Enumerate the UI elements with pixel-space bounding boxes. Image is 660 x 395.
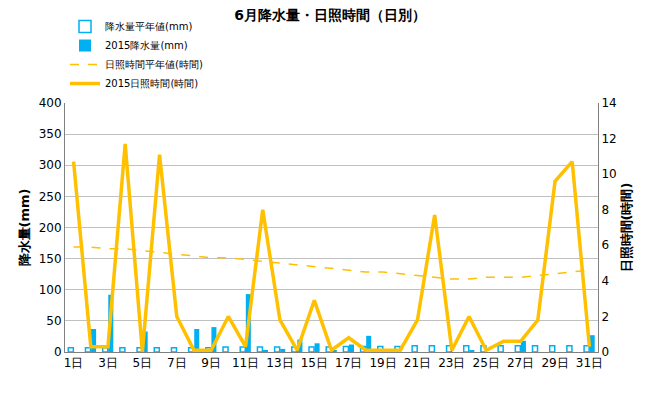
svg-text:4: 4 [601, 274, 609, 288]
svg-text:2: 2 [601, 310, 609, 324]
svg-text:9日: 9日 [201, 356, 221, 370]
svg-text:19日: 19日 [369, 356, 396, 370]
svg-text:50: 50 [46, 314, 61, 328]
svg-text:6: 6 [601, 238, 609, 252]
svg-text:11日: 11日 [232, 356, 259, 370]
svg-text:0: 0 [601, 345, 609, 359]
svg-text:29日: 29日 [541, 356, 568, 370]
svg-text:10: 10 [601, 167, 616, 181]
svg-text:5日: 5日 [133, 356, 153, 370]
svg-text:21日: 21日 [404, 356, 431, 370]
svg-text:7日: 7日 [167, 356, 187, 370]
svg-text:200: 200 [39, 221, 62, 235]
svg-text:8: 8 [601, 203, 609, 217]
svg-text:250: 250 [39, 190, 62, 204]
svg-text:13日: 13日 [266, 356, 293, 370]
svg-text:25日: 25日 [473, 356, 500, 370]
svg-text:0: 0 [54, 345, 62, 359]
svg-text:400: 400 [39, 96, 62, 110]
svg-text:17日: 17日 [335, 356, 362, 370]
svg-text:3日: 3日 [98, 356, 118, 370]
svg-text:2015降水量(mm): 2015降水量(mm) [105, 40, 188, 51]
svg-text:降水量平年値(mm): 降水量平年値(mm) [105, 21, 192, 32]
svg-text:2015日照時間(時間): 2015日照時間(時間) [105, 78, 198, 89]
svg-text:6月降水量・日照時間（日別）: 6月降水量・日照時間（日別） [234, 7, 426, 23]
svg-text:100: 100 [39, 283, 62, 297]
svg-text:27日: 27日 [507, 356, 534, 370]
svg-text:300: 300 [39, 158, 62, 172]
svg-text:降水量(mm): 降水量(mm) [17, 189, 32, 267]
svg-text:15日: 15日 [301, 356, 328, 370]
svg-text:31日: 31日 [576, 356, 603, 370]
svg-text:日照時間(時間): 日照時間(時間) [619, 183, 634, 273]
svg-text:14: 14 [601, 96, 616, 110]
svg-text:12: 12 [601, 132, 616, 146]
svg-text:日照時間平年値(時間): 日照時間平年値(時間) [105, 59, 203, 70]
svg-text:1日: 1日 [64, 356, 84, 370]
svg-text:350: 350 [39, 127, 62, 141]
svg-text:150: 150 [39, 252, 62, 266]
svg-text:23日: 23日 [438, 356, 465, 370]
